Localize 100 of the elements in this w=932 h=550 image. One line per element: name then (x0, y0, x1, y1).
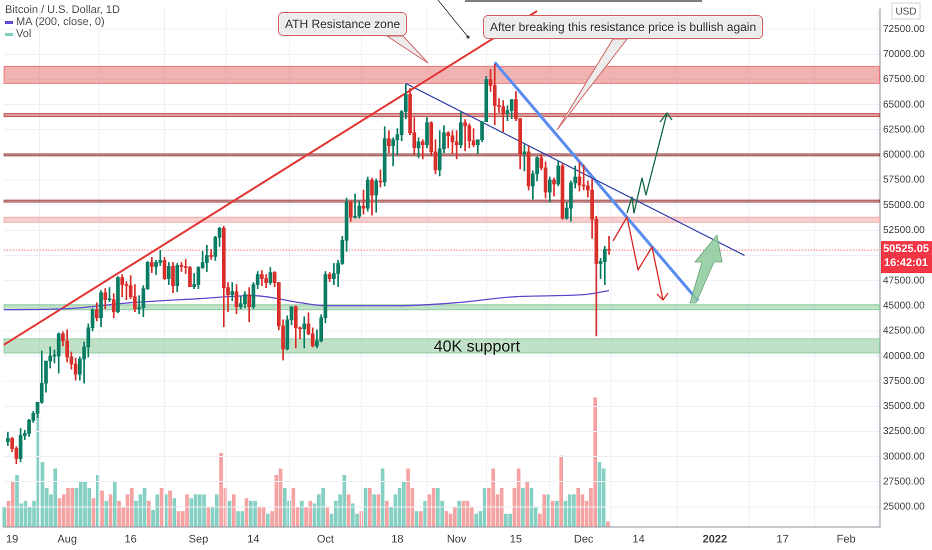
bar (240, 511, 244, 527)
candlestick (353, 194, 357, 219)
bar (525, 481, 529, 527)
annotation: ATH Resistance zone (278, 12, 408, 36)
bar (342, 475, 346, 527)
bar (457, 500, 461, 527)
bar (385, 500, 389, 527)
candlestick (108, 287, 112, 302)
bar (321, 488, 325, 527)
x-tick-label: Nov (446, 534, 467, 546)
x-tick-label: Sep (188, 534, 208, 546)
bar (474, 514, 478, 527)
bar (155, 494, 160, 527)
bar (2, 507, 6, 527)
candlestick (552, 178, 556, 196)
x-tick-label: 14 (632, 534, 645, 546)
bar (444, 511, 448, 527)
bar (508, 514, 512, 527)
y-tick-label: 72500.00 (883, 24, 926, 35)
bar (236, 511, 240, 527)
bar (112, 481, 117, 527)
bar (83, 481, 87, 527)
legend-label: MA (200, close, 0) (16, 16, 105, 28)
bar (24, 500, 28, 527)
candlestick (607, 236, 611, 255)
bar (100, 490, 104, 527)
candlestick (378, 170, 382, 188)
y-tick-label: 55000.00 (883, 200, 926, 211)
bar (376, 494, 380, 527)
bar (194, 494, 198, 527)
bar (300, 500, 304, 527)
bar (78, 481, 83, 527)
bar (283, 488, 287, 527)
bar (491, 468, 495, 527)
bar (92, 498, 96, 527)
band-label: 40K support (434, 338, 521, 356)
legend-label: Vol (16, 28, 32, 40)
y-tick-label: 70000.00 (883, 49, 926, 60)
y-tick-label: 47500.00 (883, 275, 926, 286)
x-tick-label: Feb (836, 534, 856, 546)
bar (550, 500, 554, 527)
ref-line-label: 50525.05 16:42:01 (883, 243, 929, 270)
candlestick (362, 190, 366, 215)
bar (172, 498, 176, 527)
bar (292, 488, 296, 527)
y-tick-label: 45000.00 (883, 300, 926, 312)
bar (346, 494, 350, 527)
bar (228, 500, 232, 527)
bar (326, 507, 330, 527)
x-tick-label: 14 (247, 534, 260, 546)
bar (10, 481, 15, 527)
y-tick-label: 42500.00 (883, 326, 926, 337)
bar (219, 453, 223, 527)
bar (70, 488, 74, 527)
y-axis-title: USD (895, 6, 917, 18)
bar (568, 494, 572, 527)
bar (530, 488, 534, 527)
bar (368, 488, 372, 527)
bar (262, 507, 266, 527)
bar (453, 507, 457, 527)
y-tick-label: 30000.00 (883, 451, 926, 462)
bar (146, 500, 151, 527)
bar (185, 494, 189, 527)
bar (108, 494, 112, 527)
x-tick-label: 18 (391, 534, 404, 546)
bar (500, 488, 504, 527)
bar (130, 488, 134, 527)
chart-title: Bitcoin / U.S. Dollar, 1D (5, 4, 120, 16)
bar (142, 488, 146, 527)
y-tick-label: 27500.00 (883, 476, 926, 488)
x-tick-label: 19 (6, 534, 18, 546)
bar (521, 488, 525, 527)
bar (160, 488, 164, 527)
bar (248, 500, 253, 527)
x-tick-label: 16 (124, 534, 137, 546)
bar (168, 490, 172, 527)
bar (414, 511, 418, 527)
x-tick-label: Aug (57, 534, 77, 546)
y-tick-label: 32500.00 (883, 426, 926, 438)
bar (58, 498, 62, 527)
bar (104, 500, 108, 527)
bar (364, 488, 368, 527)
bar (516, 468, 520, 527)
bar (257, 507, 262, 527)
bar (117, 500, 121, 527)
bar (504, 514, 508, 527)
y-tick-label: 35000.00 (883, 401, 926, 412)
bar (542, 494, 546, 527)
bar (419, 511, 423, 527)
bar (66, 488, 70, 527)
x-tick-label: Dec (574, 534, 594, 546)
bar (308, 500, 312, 527)
bar (555, 500, 559, 527)
x-tick-label: 17 (776, 534, 789, 546)
bar (559, 456, 563, 527)
bar (176, 511, 180, 527)
y-tick-label: 40000.00 (883, 350, 926, 362)
bar (598, 462, 602, 527)
bar (372, 494, 376, 527)
bar (244, 498, 248, 527)
